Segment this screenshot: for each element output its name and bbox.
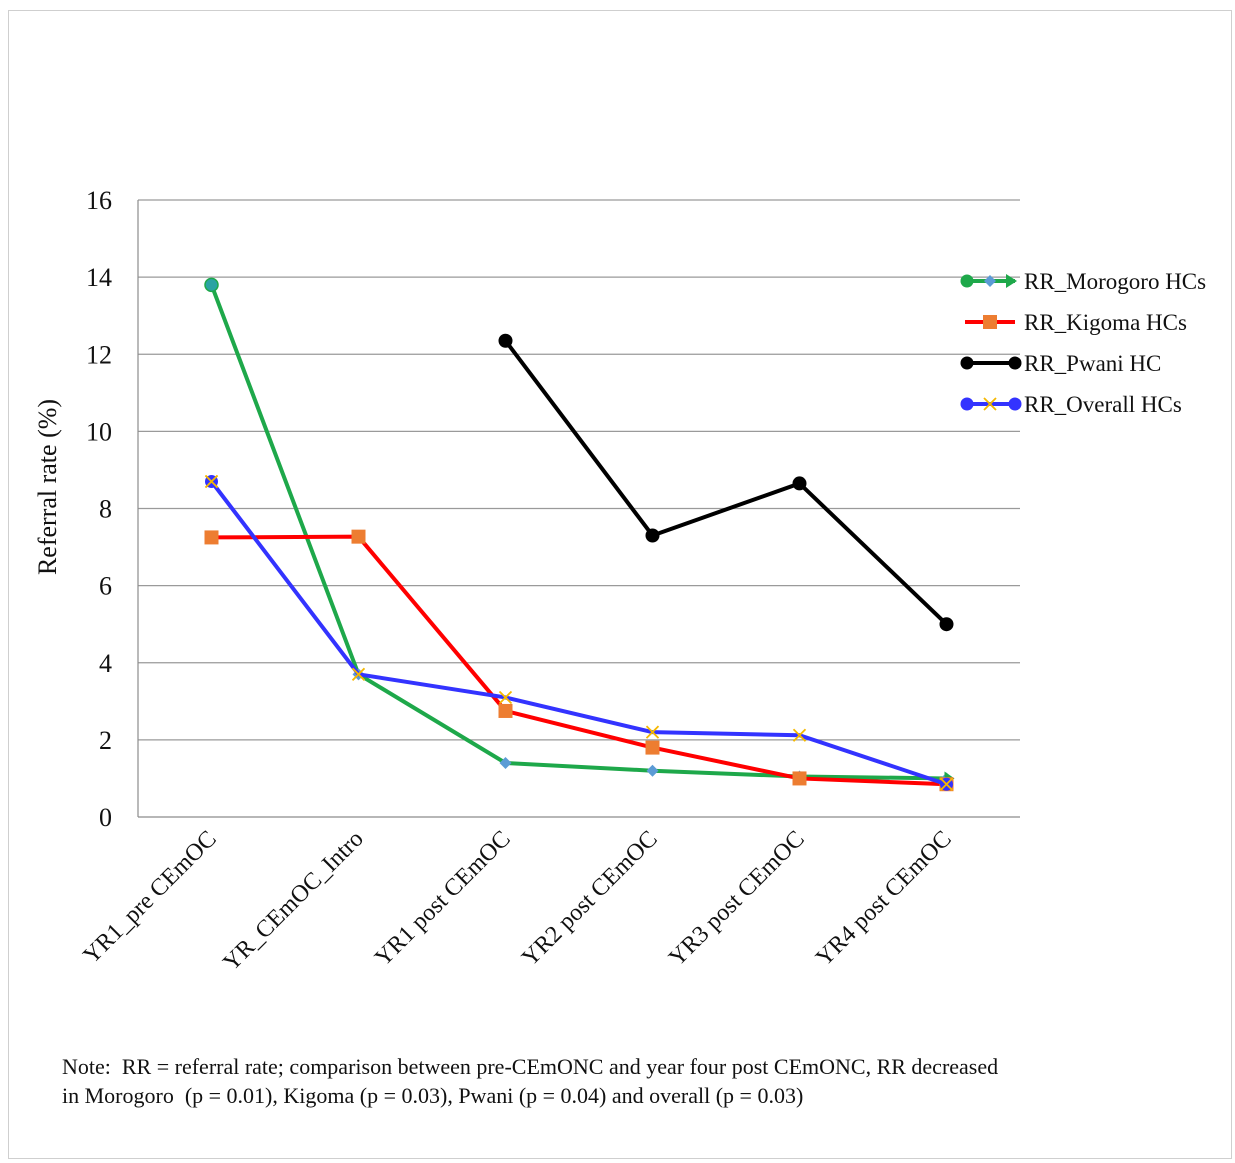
y-tick-label: 16	[86, 186, 112, 215]
legend-label: RR_Kigoma HCs	[1024, 310, 1187, 335]
series-2	[498, 333, 954, 632]
legend-item: RR_Kigoma HCs	[965, 310, 1187, 335]
legend-item: RR_Overall HCs	[960, 392, 1182, 417]
data-point-endcap	[204, 277, 219, 293]
y-tick-label: 6	[99, 572, 112, 601]
y-tick-label: 14	[86, 263, 112, 292]
legend-marker	[1006, 274, 1017, 288]
x-tick-label: YR2 post CEmOC	[517, 826, 663, 972]
series-line	[503, 339, 948, 626]
data-point	[792, 476, 807, 491]
y-axis: 0 2 4 6 8 10 12 14 16	[86, 186, 139, 832]
x-tick-label: YR1_pre CEmOC	[78, 826, 221, 969]
data-point	[792, 771, 807, 786]
legend-marker	[960, 274, 974, 288]
data-point	[939, 777, 954, 791]
y-tick-label: 0	[99, 803, 112, 832]
gridlines	[138, 199, 1020, 818]
data-point	[498, 333, 513, 348]
legend-marker	[960, 356, 974, 370]
data-point	[645, 528, 660, 543]
x-tick-label: YR1 post CEmOC	[370, 826, 516, 972]
legend-label: RR_Overall HCs	[1024, 392, 1182, 417]
data-point	[984, 275, 996, 287]
y-axis-label: Referral rate (%)	[33, 399, 62, 575]
chart-frame	[8, 10, 1232, 1159]
data-point	[204, 530, 219, 545]
y-tick-label: 4	[99, 649, 112, 678]
data-point	[792, 728, 807, 742]
legend-marker	[1008, 356, 1022, 370]
series-3	[204, 474, 954, 791]
legend-marker	[960, 397, 974, 411]
y-tick-label: 10	[86, 417, 112, 446]
legend-label: RR_Pwani HC	[1024, 351, 1161, 376]
data-point	[983, 397, 997, 411]
data-point	[498, 690, 513, 705]
y-tick-label: 8	[99, 495, 112, 524]
data-point	[351, 667, 366, 681]
data-point	[645, 740, 660, 755]
data-point	[498, 703, 513, 718]
data-point	[939, 617, 954, 632]
series-line	[209, 480, 948, 787]
x-tick-label: YR4 post CEmOC	[811, 826, 957, 972]
data-point	[499, 757, 512, 770]
series-layer	[204, 277, 955, 792]
y-tick-label: 12	[86, 340, 112, 369]
data-point	[645, 725, 660, 739]
data-point	[983, 315, 997, 329]
x-tick-label: YR3 post CEmOC	[664, 826, 810, 972]
series-line	[209, 284, 947, 781]
data-point	[204, 474, 219, 489]
legend-marker	[1008, 397, 1022, 411]
legend-label: RR_Morogoro HCs	[1024, 269, 1206, 294]
legend: RR_Morogoro HCs RR_Kigoma HCs RR_Pwani HC R…	[960, 269, 1206, 417]
data-point	[351, 529, 366, 544]
x-tick-label: YR_CEmOC_Intro	[218, 826, 368, 976]
y-tick-label: 2	[99, 726, 112, 755]
data-point	[646, 764, 659, 777]
footnote: Note: RR = referral rate; comparison bet…	[62, 1054, 1004, 1108]
legend-item: RR_Pwani HC	[960, 351, 1161, 376]
legend-item: RR_Morogoro HCs	[960, 269, 1206, 294]
series-line	[211, 534, 947, 787]
